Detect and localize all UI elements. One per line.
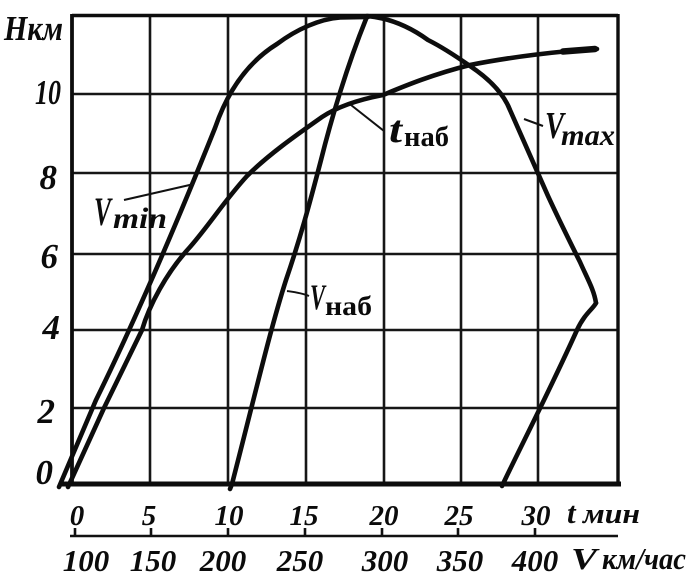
- svg-text:V: V: [310, 277, 327, 317]
- svg-text:8: 8: [40, 158, 58, 197]
- svg-text:30: 30: [521, 500, 551, 532]
- svg-text:20: 20: [369, 500, 399, 532]
- svg-text:Нкм: Нкм: [3, 9, 63, 48]
- svg-text:15: 15: [290, 500, 319, 532]
- svg-text:250: 250: [276, 543, 324, 578]
- svg-text:0: 0: [70, 500, 85, 532]
- svg-text:V: V: [571, 541, 600, 576]
- svg-text:10: 10: [35, 73, 61, 112]
- svg-text:V: V: [545, 105, 566, 147]
- svg-text:100: 100: [63, 543, 110, 578]
- svg-text:150: 150: [130, 543, 177, 578]
- svg-text:400: 400: [511, 543, 559, 578]
- svg-text:350: 350: [436, 543, 484, 578]
- svg-text:км/час: км/час: [602, 541, 686, 576]
- svg-text:t: t: [389, 109, 404, 151]
- svg-text:min: min: [113, 202, 167, 235]
- svg-text:2: 2: [37, 392, 56, 431]
- svg-text:max: max: [561, 119, 615, 152]
- svg-text:6: 6: [41, 237, 59, 276]
- svg-text:25: 25: [444, 500, 474, 532]
- svg-text:наб: наб: [325, 291, 372, 321]
- svg-text:0: 0: [36, 453, 54, 492]
- svg-text:10: 10: [215, 500, 244, 532]
- svg-text:300: 300: [361, 543, 409, 578]
- svg-text:наб: наб: [404, 122, 449, 153]
- svg-text:4: 4: [42, 308, 61, 347]
- svg-text:t: t: [567, 495, 577, 530]
- svg-text:5: 5: [142, 500, 157, 532]
- svg-text:V: V: [94, 189, 113, 234]
- svg-text:мин: мин: [582, 498, 640, 530]
- svg-text:200: 200: [199, 543, 247, 578]
